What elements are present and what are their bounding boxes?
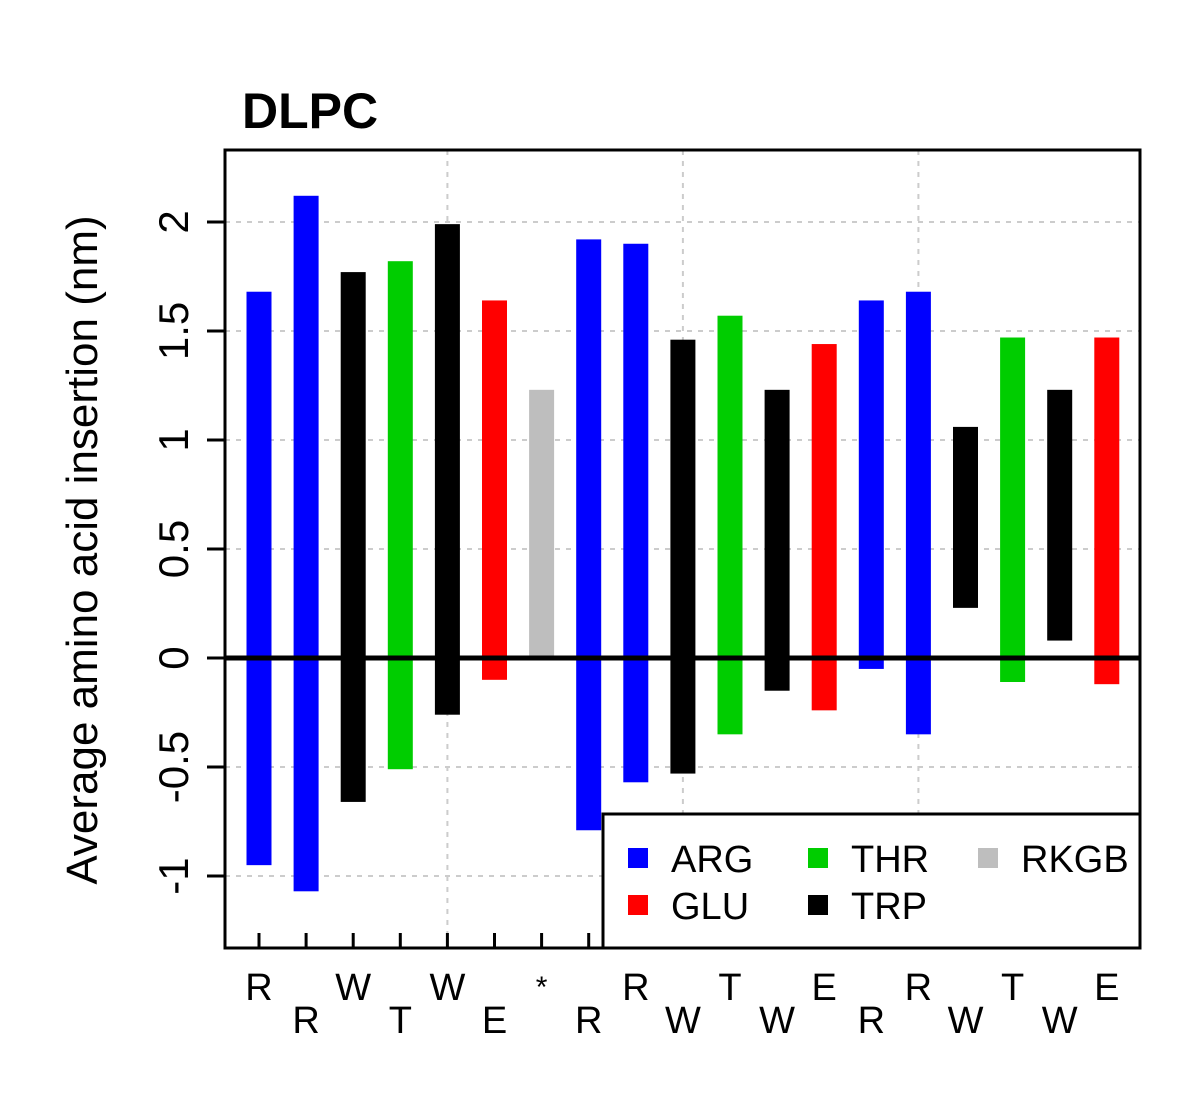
legend-swatch	[628, 895, 648, 915]
x-tick-label: R	[622, 967, 649, 1009]
y-tick-label: 1	[150, 428, 197, 451]
bar	[434, 224, 460, 715]
bar	[623, 243, 649, 783]
legend-swatch	[628, 848, 648, 868]
y-tick-label: 0.5	[150, 520, 197, 578]
chart-title: DLPC	[242, 83, 378, 139]
y-tick-label: 1.5	[150, 302, 197, 360]
x-tick-label: R	[858, 1000, 885, 1042]
x-tick-label: W	[948, 1000, 984, 1042]
x-tick-label: E	[482, 1000, 507, 1042]
bars	[246, 195, 1120, 892]
legend-label: TRP	[851, 886, 927, 928]
bar	[246, 291, 272, 866]
legend: ARG THR RKGB GLU TRP	[601, 812, 1142, 950]
bar	[953, 426, 978, 608]
x-tick-label: W	[665, 1000, 701, 1042]
bar	[717, 315, 743, 735]
bar	[529, 389, 555, 659]
bar	[293, 195, 319, 892]
x-tick-label: W	[759, 1000, 795, 1042]
legend-swatch	[978, 848, 998, 868]
bar	[764, 389, 790, 691]
x-tick-label: *	[536, 971, 548, 1004]
bar	[858, 300, 884, 669]
x-tick-label: R	[292, 1000, 319, 1042]
x-tick-label: W	[335, 967, 371, 1009]
bar	[387, 261, 413, 770]
bar	[1000, 337, 1026, 682]
bar	[340, 272, 366, 802]
y-axis-label: Average amino acid insertion (nm)	[58, 215, 107, 884]
legend-label: THR	[851, 839, 929, 881]
legend-swatch	[808, 895, 828, 915]
x-tick-label: W	[429, 967, 465, 1009]
x-tick-label: R	[245, 967, 272, 1009]
legend-swatch	[808, 848, 828, 868]
x-tick-label: E	[812, 967, 837, 1009]
x-tick-label: W	[1042, 1000, 1078, 1042]
y-tick-label: -1	[150, 857, 197, 894]
y-tick-label: -0.5	[150, 731, 197, 803]
bar	[1047, 389, 1073, 641]
bar	[1094, 337, 1120, 685]
y-axis: -1 -0.5 0 0.5 1 1.5 2	[150, 210, 225, 895]
bar	[576, 239, 602, 831]
y-tick-label: 2	[150, 210, 197, 233]
x-tick-label: R	[575, 1000, 602, 1042]
y-tick-label: 0	[150, 646, 197, 669]
bar	[482, 300, 507, 680]
bar	[670, 339, 696, 774]
legend-label: RKGB	[1021, 839, 1129, 881]
legend-label: ARG	[671, 839, 753, 881]
x-tick-label: T	[389, 1000, 412, 1042]
x-tick-label: E	[1094, 967, 1119, 1009]
legend-label: GLU	[671, 886, 749, 928]
bar	[811, 344, 837, 711]
x-tick-label: R	[905, 967, 932, 1009]
legend-box	[601, 812, 1142, 950]
x-tick-label: T	[718, 967, 741, 1009]
bar	[905, 291, 931, 735]
x-tick-label: T	[1001, 967, 1024, 1009]
